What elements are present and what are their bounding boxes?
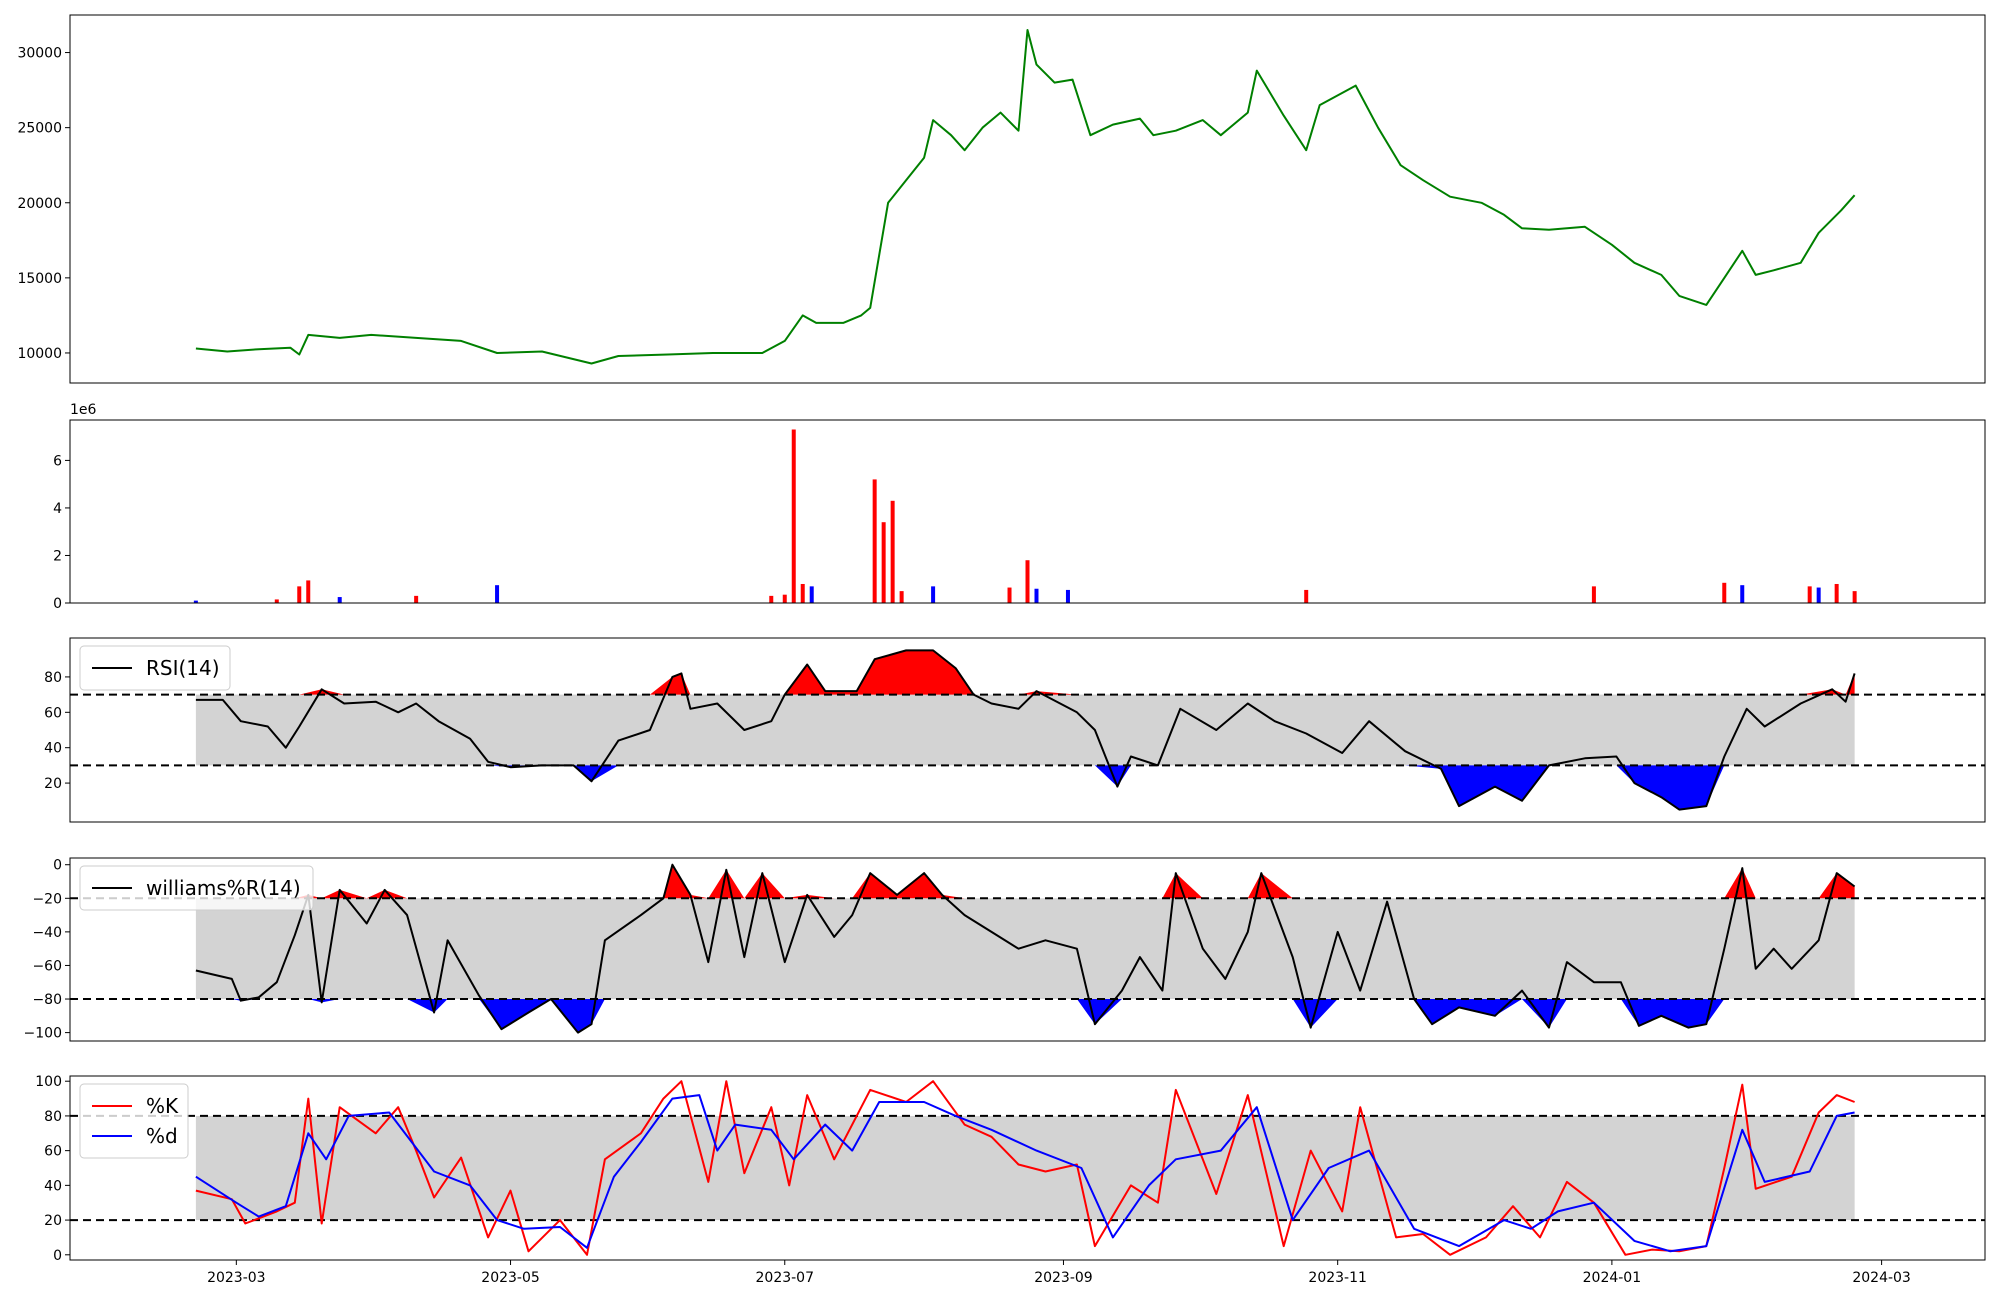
ytick-label: 0 bbox=[53, 858, 62, 874]
ytick-label: 0 bbox=[53, 1248, 62, 1264]
volume-bar bbox=[1065, 589, 1070, 603]
volume-bar bbox=[1007, 587, 1012, 603]
panel-rsi: 20 40 60 80 RSI(14) bbox=[44, 637, 1986, 823]
xtick-label: 2024-01 bbox=[1583, 1270, 1642, 1286]
volume-offset-label: 1e6 bbox=[70, 402, 97, 418]
series-line-williams-r-14- bbox=[195, 863, 1856, 1034]
volume-bar bbox=[1816, 587, 1821, 603]
oversold-fill bbox=[195, 765, 1855, 810]
ytick-label: 20 bbox=[44, 776, 62, 792]
series-line--k bbox=[195, 1080, 1855, 1256]
ytick-label: −40 bbox=[32, 925, 62, 941]
ytick-label: 40 bbox=[44, 1178, 62, 1194]
ytick-label: 80 bbox=[44, 670, 62, 686]
ytick-label: 60 bbox=[44, 705, 62, 721]
ytick-label: 30000 bbox=[17, 46, 62, 62]
legend-label: %d bbox=[146, 1124, 178, 1148]
ytick-label: −60 bbox=[32, 958, 62, 974]
series-line bbox=[195, 29, 1856, 365]
legend: %K %d bbox=[79, 1083, 189, 1159]
volume-bar bbox=[899, 591, 904, 603]
volume-bar bbox=[337, 597, 342, 603]
band-fill bbox=[195, 694, 1855, 766]
legend-box bbox=[79, 865, 314, 911]
axes-frame bbox=[69, 857, 1986, 1042]
panel-price: 10000 15000 20000 25000 30000 bbox=[17, 14, 1986, 384]
volume-bar bbox=[1740, 585, 1745, 603]
xtick-label: 2024-03 bbox=[1852, 1270, 1911, 1286]
volume-bar bbox=[1722, 582, 1727, 603]
ytick-label: 20 bbox=[44, 1213, 62, 1229]
ytick-label: −100 bbox=[24, 1026, 62, 1042]
ytick-label: 4 bbox=[53, 501, 62, 517]
volume-bar bbox=[1852, 591, 1857, 603]
ytick-label: −20 bbox=[32, 891, 62, 907]
ytick-label: 10000 bbox=[17, 346, 62, 362]
xtick-label: 2023-09 bbox=[1034, 1270, 1093, 1286]
legend: williams%R(14) bbox=[79, 865, 314, 911]
ytick-label: 15000 bbox=[17, 271, 62, 287]
volume-bar bbox=[297, 586, 302, 603]
legend-box bbox=[79, 1083, 189, 1159]
volume-bar bbox=[809, 586, 814, 603]
panel-stochastic: 0 20 40 60 80 100 %K %d bbox=[35, 1074, 1986, 1264]
volume-bar bbox=[1304, 589, 1309, 603]
volume-bar bbox=[495, 585, 500, 603]
legend: RSI(14) bbox=[79, 645, 231, 691]
axes-frame bbox=[69, 1075, 1986, 1261]
xtick-label: 2023-05 bbox=[481, 1270, 540, 1286]
volume-bar bbox=[1025, 560, 1030, 603]
oversold-fill bbox=[195, 999, 1855, 1033]
legend-label: %K bbox=[146, 1094, 179, 1118]
band-fill bbox=[195, 898, 1855, 1000]
volume-bar bbox=[800, 583, 805, 603]
ytick-label: 100 bbox=[35, 1074, 62, 1090]
ytick-label: −80 bbox=[32, 992, 62, 1008]
volume-bar bbox=[931, 586, 936, 603]
volume-bar bbox=[414, 595, 419, 603]
ytick-label: 40 bbox=[44, 741, 62, 757]
volume-bar bbox=[193, 600, 198, 603]
series-line--d bbox=[195, 1094, 1855, 1253]
volume-bar bbox=[274, 599, 279, 603]
panel-volume: 0 2 4 6 1e6 bbox=[53, 402, 1986, 612]
volume-bar bbox=[769, 595, 774, 603]
ytick-label: 60 bbox=[44, 1144, 62, 1160]
ytick-label: 80 bbox=[44, 1109, 62, 1125]
band-fill bbox=[195, 1115, 1855, 1221]
legend-box bbox=[79, 645, 231, 691]
panel-williams: 0 −20 −40 −60 −80 −100 williams%R(14) bbox=[24, 857, 1986, 1042]
legend-label: williams%R(14) bbox=[146, 876, 301, 900]
volume-bar bbox=[881, 522, 886, 603]
axes-frame bbox=[69, 637, 1986, 823]
volume-bar bbox=[782, 594, 787, 603]
xtick-label: 2023-03 bbox=[207, 1270, 266, 1286]
series-line-rsi-14- bbox=[195, 649, 1856, 811]
volume-bar bbox=[1591, 586, 1596, 603]
volume-bar bbox=[306, 580, 311, 603]
volume-bar bbox=[791, 429, 796, 603]
xtick-label: 2023-11 bbox=[1308, 1270, 1367, 1286]
volume-bar bbox=[872, 479, 877, 603]
volume-bar bbox=[1834, 583, 1839, 603]
ytick-label: 20000 bbox=[17, 196, 62, 212]
overbought-fill bbox=[195, 650, 1855, 695]
ytick-label: 0 bbox=[53, 596, 62, 612]
overbought-fill bbox=[195, 864, 1855, 899]
volume-bar bbox=[1807, 586, 1812, 603]
xtick-label: 2023-07 bbox=[756, 1270, 815, 1286]
volume-bar bbox=[1034, 588, 1039, 603]
axes-frame bbox=[69, 14, 1986, 384]
ytick-label: 2 bbox=[53, 548, 62, 564]
axes-frame bbox=[69, 419, 1986, 604]
ytick-label: 25000 bbox=[17, 121, 62, 137]
volume-bar bbox=[890, 500, 895, 603]
ytick-label: 6 bbox=[53, 453, 62, 469]
legend-label: RSI(14) bbox=[146, 656, 220, 680]
